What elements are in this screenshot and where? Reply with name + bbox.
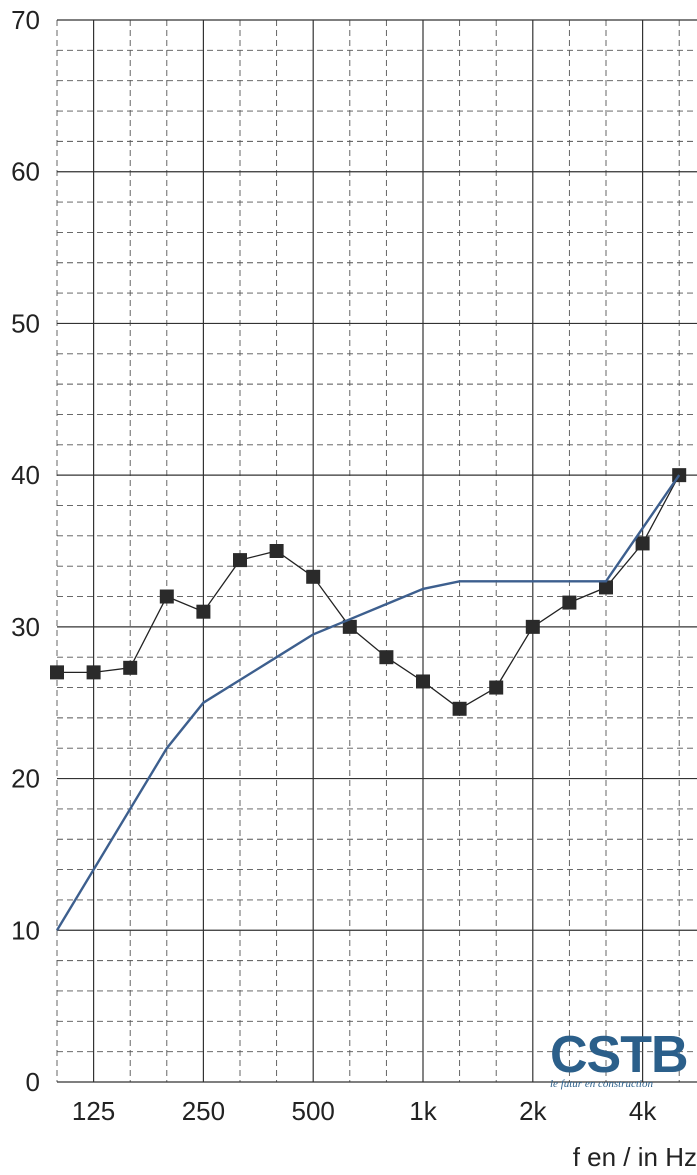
y-tick-label: 40 <box>11 460 40 490</box>
chart-series <box>50 468 687 931</box>
x-tick-label: 1k <box>409 1096 437 1126</box>
series-0-point <box>489 680 504 695</box>
logo-text: CSTB <box>550 1026 688 1084</box>
x-tick-label: 125 <box>72 1096 115 1126</box>
y-tick-label: 70 <box>11 5 40 35</box>
x-axis-label: f en / in Hz <box>573 1142 697 1172</box>
series-0-point <box>342 619 357 634</box>
x-tick-label: 4k <box>629 1096 657 1126</box>
y-axis-ticks: 0 10 20 30 40 50 60 70 <box>11 5 40 1097</box>
cstb-logo: CSTB le futur en construction <box>550 1026 689 1090</box>
series-0-point <box>599 580 613 595</box>
x-tick-label: 250 <box>182 1096 225 1126</box>
logo-tagline: le futur en construction <box>550 1078 653 1090</box>
y-tick-label: 30 <box>11 612 40 642</box>
series-0-line <box>57 474 680 710</box>
y-tick-label: 10 <box>11 915 40 945</box>
series-0-point <box>306 569 321 584</box>
y-tick-label: 0 <box>26 1067 40 1097</box>
x-tick-label: 500 <box>292 1096 335 1126</box>
series-0-point <box>525 619 540 634</box>
series-0-point <box>416 674 430 689</box>
y-tick-label: 20 <box>11 764 40 794</box>
series-0-point <box>233 553 247 568</box>
x-tick-label: 2k <box>519 1096 547 1126</box>
series-0-point <box>379 650 394 665</box>
series-0-point <box>452 701 467 716</box>
series-0-point <box>123 660 138 675</box>
series-0-point <box>562 595 577 610</box>
chart-grid <box>56 19 697 1083</box>
series-0-point <box>269 544 284 558</box>
series-0-point <box>159 589 174 604</box>
y-tick-label: 50 <box>11 308 40 338</box>
series-0-point <box>50 665 64 680</box>
series-0-point <box>86 665 101 680</box>
y-tick-label: 60 <box>11 157 40 187</box>
series-0-point <box>635 536 650 551</box>
series-0-point <box>196 604 211 619</box>
series-1-line <box>55 474 681 931</box>
x-axis-ticks: 125 250 500 1k 2k 4k <box>72 1096 657 1126</box>
